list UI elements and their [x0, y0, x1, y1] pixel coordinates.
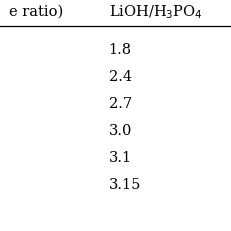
Text: LiOH/H$_3$PO$_4$: LiOH/H$_3$PO$_4$: [109, 3, 202, 21]
Text: 3.0: 3.0: [109, 124, 132, 138]
Text: 3.15: 3.15: [109, 178, 141, 192]
Text: e ratio): e ratio): [9, 5, 64, 19]
Text: 2.7: 2.7: [109, 97, 132, 111]
Text: 3.1: 3.1: [109, 151, 132, 165]
Text: 2.4: 2.4: [109, 70, 132, 84]
Text: 1.8: 1.8: [109, 43, 132, 57]
